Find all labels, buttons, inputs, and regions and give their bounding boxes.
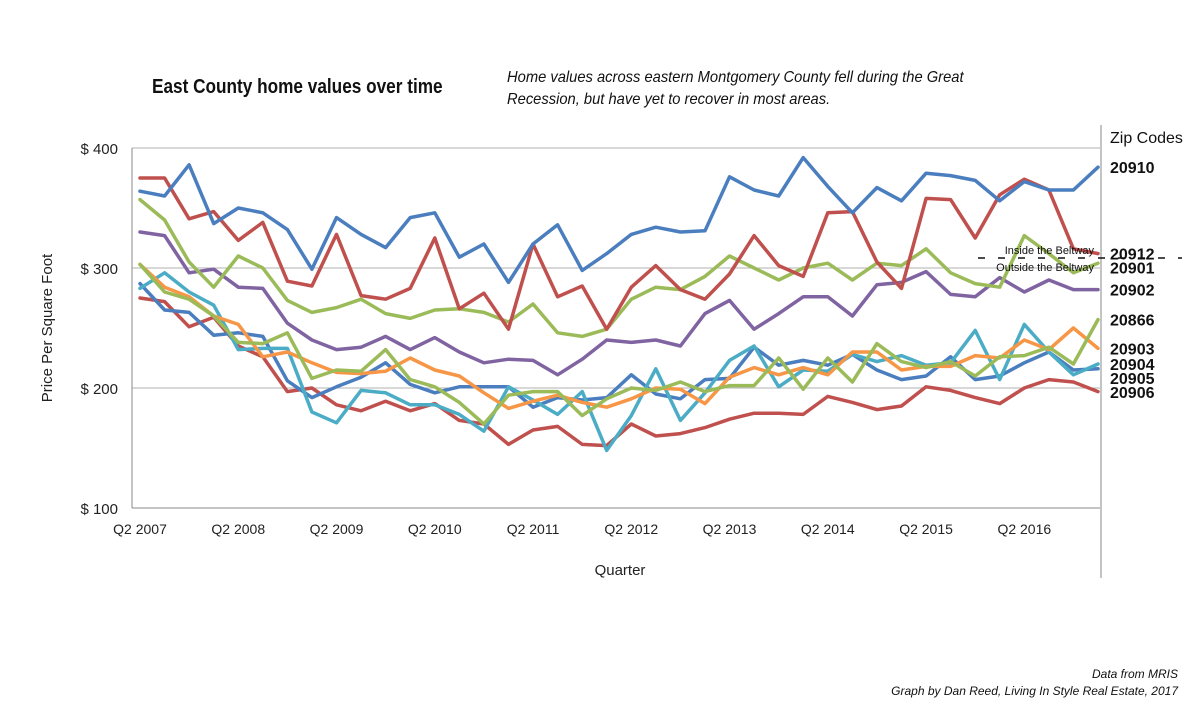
- series-line-20910: [138, 155, 1100, 285]
- x-tick-labels: Q2 2007 Q2 2008 Q2 2009 Q2 2010 Q2 2011 Q2 20…: [113, 521, 1051, 537]
- x-tick-label: Q2 2013: [703, 521, 757, 537]
- x-axis-label: Quarter: [595, 562, 646, 579]
- x-tick-label: Q2 2016: [997, 521, 1051, 537]
- legend-zip-20902: 20902: [1110, 283, 1155, 300]
- x-tick-label: Q2 2010: [408, 521, 462, 537]
- credit-author: Graph by Dan Reed, Living In Style Real …: [891, 684, 1178, 698]
- series-line-20866: [138, 262, 1100, 426]
- legend-zip-20904: 20904: [1110, 357, 1155, 374]
- credits: Data from MRIS Graph by Dan Reed, Living…: [891, 666, 1178, 700]
- chart-title: East County home values over time: [152, 76, 443, 98]
- legend-zip-20903: 20903: [1110, 341, 1155, 358]
- legend-zip-20901: 20901: [1110, 261, 1155, 278]
- legend-zip-20910: 20910: [1110, 160, 1155, 177]
- x-tick-label: Q2 2015: [899, 521, 953, 537]
- legend-zip-20866: 20866: [1110, 313, 1155, 330]
- legend-heading: Zip Codes: [1110, 130, 1183, 147]
- y-tick-label: $ 200: [80, 381, 118, 398]
- gridlines: [132, 147, 1100, 389]
- credit-source: Data from MRIS: [1091, 667, 1178, 681]
- chart-subtitle: Home values across eastern Montgomery Co…: [507, 69, 964, 108]
- y-axis-label: Price Per Square Foot: [39, 253, 56, 402]
- x-tick-label: Q2 2007: [113, 521, 167, 537]
- x-tick-label: Q2 2014: [801, 521, 855, 537]
- legend: Zip Codes Inside the Beltway Outside the…: [978, 130, 1183, 402]
- legend-zip-20906: 20906: [1110, 385, 1155, 402]
- x-tick-label: Q2 2012: [604, 521, 658, 537]
- beltway-inside-label: Inside the Beltway: [1005, 245, 1095, 257]
- y-tick-label: $ 400: [80, 141, 118, 158]
- x-tick-label: Q2 2009: [310, 521, 364, 537]
- legend-zip-20905: 20905: [1110, 371, 1155, 388]
- beltway-outside-label: Outside the Beltway: [996, 262, 1094, 274]
- series-lines: [138, 155, 1100, 453]
- y-tick-labels: $ 100 $ 200 $ 300 $ 400: [80, 141, 118, 518]
- series-line-20901: [138, 197, 1100, 339]
- series-line-20902: [138, 230, 1100, 377]
- axes: [131, 125, 1102, 578]
- legend-zip-20912: 20912: [1110, 247, 1155, 264]
- series-line-20912: [138, 176, 1100, 331]
- x-tick-label: Q2 2008: [211, 521, 265, 537]
- y-tick-label: $ 100: [80, 501, 118, 518]
- y-tick-label: $ 300: [80, 261, 118, 278]
- x-tick-label: Q2 2011: [507, 521, 560, 537]
